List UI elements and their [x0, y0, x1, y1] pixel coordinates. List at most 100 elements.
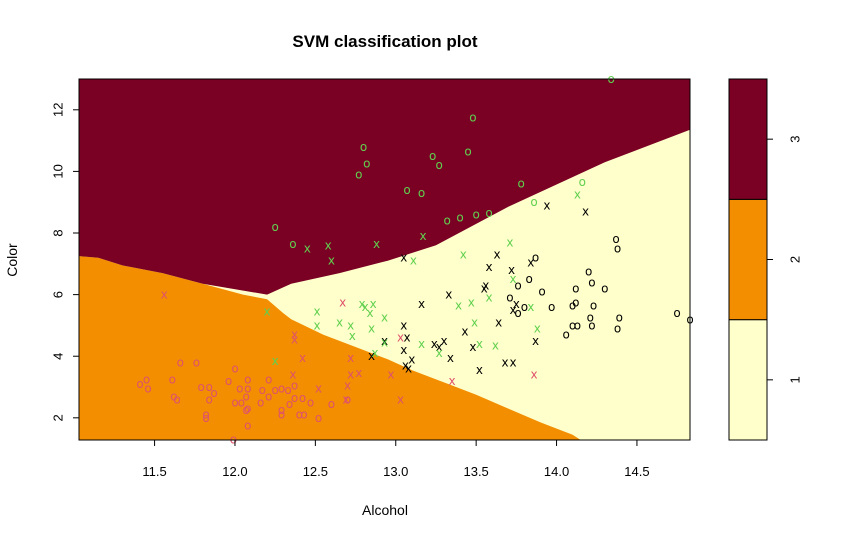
- y-axis: 2 4 6 8 10 12: [50, 103, 79, 421]
- point-class-3-support-vector: x: [460, 248, 467, 262]
- point-class-2: o: [144, 382, 151, 396]
- y-tick-label: 8: [50, 229, 65, 236]
- point-class-1: o: [514, 306, 521, 320]
- point-class-1-support-vector: x: [485, 260, 492, 274]
- point-class-1: o: [521, 300, 528, 314]
- point-class-2-support-vector: x: [291, 332, 298, 346]
- decision-regions: [79, 79, 690, 440]
- point-class-3-support-vector: x: [574, 188, 581, 202]
- point-class-3-support-vector: x: [347, 318, 354, 332]
- point-class-3: o: [473, 208, 480, 222]
- point-class-3-support-vector: x: [418, 337, 425, 351]
- point-class-2: o: [170, 389, 177, 403]
- point-class-2: o: [307, 395, 314, 409]
- point-class-3-support-vector: x: [272, 354, 279, 368]
- point-class-2: o: [244, 419, 251, 433]
- point-class-1-support-vector: x: [495, 315, 502, 329]
- point-class-3-support-vector: x: [368, 322, 375, 336]
- point-class-1: o: [572, 295, 579, 309]
- plot-frame: [78, 78, 691, 441]
- x-tick-label: 11.5: [142, 464, 166, 479]
- point-class-2: o: [202, 408, 209, 422]
- point-class-2: o: [231, 362, 238, 376]
- x-axis: 11.5 12.0 12.5 13.0 13.5 14.0 14.5: [142, 440, 650, 479]
- point-class-3-support-vector: x: [328, 254, 335, 268]
- point-class-3: o: [363, 157, 370, 171]
- point-class-1-support-vector: x: [418, 297, 425, 311]
- point-class-3: o: [360, 140, 367, 154]
- point-class-1-support-vector: x: [469, 340, 476, 354]
- point-class-2: o: [272, 383, 279, 397]
- region-class-2: [79, 256, 581, 440]
- point-class-2-support-vector: x: [344, 379, 351, 393]
- point-class-1-support-vector: x: [402, 359, 409, 373]
- x-tick-label: 14.5: [624, 464, 649, 479]
- point-class-2: o: [300, 408, 307, 422]
- point-class-3-support-vector: x: [370, 297, 377, 311]
- point-class-3-support-vector: x: [336, 315, 343, 329]
- point-class-1: o: [614, 241, 621, 255]
- point-class-1-support-vector: x: [476, 363, 483, 377]
- point-class-2-support-vector: x: [397, 392, 404, 406]
- point-class-1-support-vector: x: [510, 303, 517, 317]
- point-class-3-support-vector: x: [492, 338, 499, 352]
- point-class-1-support-vector: x: [513, 297, 520, 311]
- point-class-3-support-vector: x: [485, 291, 492, 305]
- x-tick-label: 12.0: [222, 464, 247, 479]
- point-class-3: o: [530, 195, 537, 209]
- y-tick-label: 10: [50, 164, 65, 178]
- point-class-3-support-vector: x: [366, 306, 373, 320]
- point-class-1: o: [548, 300, 555, 314]
- point-class-2: o: [230, 432, 237, 446]
- point-class-2: o: [278, 403, 285, 417]
- point-class-1-support-vector: x: [445, 288, 452, 302]
- point-class-1: o: [569, 298, 576, 312]
- y-tick-label: 2: [50, 414, 65, 421]
- point-class-3-support-vector: x: [510, 272, 517, 286]
- point-class-1-support-vector: x: [527, 255, 534, 269]
- point-class-1: o: [673, 306, 680, 320]
- point-class-1: o: [569, 318, 576, 332]
- point-class-3: o: [403, 183, 410, 197]
- point-class-3-support-vector: x: [373, 237, 380, 251]
- point-class-1-support-vector: x: [532, 334, 539, 348]
- point-class-1-support-vector: x: [510, 355, 517, 369]
- point-class-2: o: [206, 392, 213, 406]
- point-class-1: o: [514, 278, 521, 292]
- point-class-1-support-vector: x: [436, 340, 443, 354]
- point-class-3-support-vector: x: [506, 235, 513, 249]
- point-class-2: o: [225, 374, 232, 388]
- point-class-2: o: [278, 408, 285, 422]
- point-class-1-support-vector: x: [400, 343, 407, 357]
- point-class-2: o: [136, 377, 143, 391]
- point-class-3: o: [469, 111, 476, 125]
- point-class-1: o: [590, 298, 597, 312]
- legend-swatch-class-3: [728, 78, 768, 200]
- point-class-1-support-vector: x: [582, 204, 589, 218]
- point-class-2: o: [202, 411, 209, 425]
- point-class-2-support-vector: x: [448, 374, 455, 388]
- point-class-3-support-vector: x: [264, 305, 271, 319]
- point-class-2: o: [284, 383, 291, 397]
- point-class-1: o: [616, 311, 623, 325]
- point-class-1-support-vector: x: [447, 351, 454, 365]
- point-class-3: o: [355, 168, 362, 182]
- point-class-1-support-vector: x: [481, 282, 488, 296]
- point-class-2: o: [344, 392, 351, 406]
- point-class-2: o: [257, 395, 264, 409]
- point-class-1: o: [612, 232, 619, 246]
- point-class-2-support-vector: x: [339, 295, 346, 309]
- point-class-3-support-vector: x: [362, 300, 369, 314]
- x-tick-label: 13.5: [463, 464, 488, 479]
- point-class-2-support-vector: x: [387, 368, 394, 382]
- point-class-3: o: [429, 149, 436, 163]
- point-class-1: o: [506, 291, 513, 305]
- point-class-3: o: [444, 214, 451, 228]
- point-class-2: o: [265, 372, 272, 386]
- point-class-2: o: [315, 411, 322, 425]
- point-class-2: o: [328, 397, 335, 411]
- point-class-2: o: [198, 380, 205, 394]
- class-color-legend: 1 2 3: [728, 78, 802, 441]
- point-class-2: o: [291, 379, 298, 393]
